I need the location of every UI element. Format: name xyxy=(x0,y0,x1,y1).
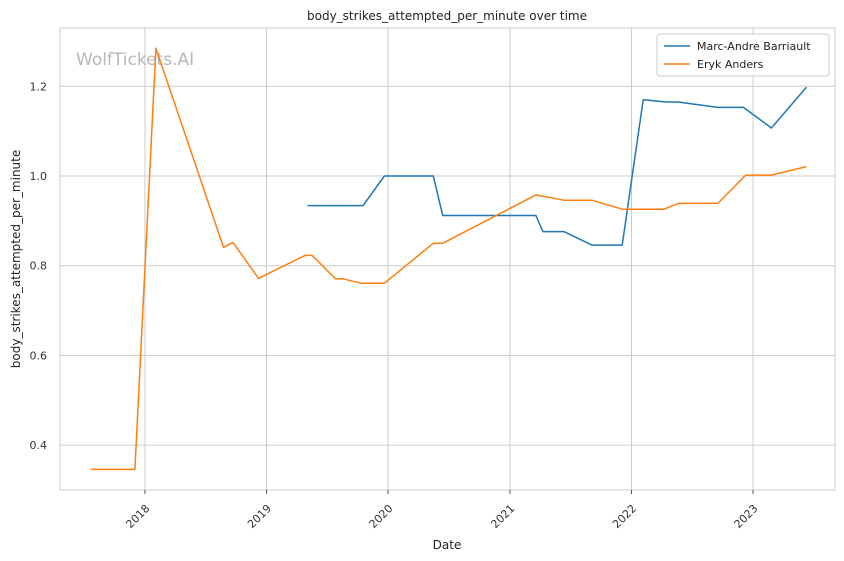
y-tick-label: 0.6 xyxy=(30,349,48,362)
legend-label: Eryk Anders xyxy=(697,58,764,71)
x-tick-label: 2019 xyxy=(245,502,274,531)
grid xyxy=(60,28,835,490)
x-tick-label: 2022 xyxy=(610,502,639,531)
legend: Marc-Andre Barriault Eryk Anders xyxy=(656,33,830,77)
x-tick-label: 2021 xyxy=(488,502,517,531)
x-tick-label: 2020 xyxy=(367,502,396,531)
y-tick-label: 1.2 xyxy=(30,80,48,93)
y-axis-label: body_strikes_attempted_per_minute xyxy=(9,150,23,368)
x-axis-label: Date xyxy=(433,538,462,552)
y-tick-label: 1.0 xyxy=(30,170,48,183)
y-axis-ticks: 0.4 0.6 0.8 1.0 1.2 xyxy=(30,80,48,452)
legend-label: Marc-Andre Barriault xyxy=(697,40,811,53)
y-tick-label: 0.8 xyxy=(30,260,48,273)
plot-frame xyxy=(59,27,836,491)
series-layer xyxy=(90,47,807,471)
x-axis-ticks: 2018 2019 2020 2021 2022 2023 xyxy=(123,490,761,531)
legend-box xyxy=(656,33,830,77)
watermark: WolfTickets.AI xyxy=(76,50,194,70)
plot-area: WolfTickets.AI xyxy=(59,27,836,491)
series-line-1 xyxy=(90,47,807,471)
chart-title: body_strikes_attempted_per_minute over t… xyxy=(307,9,587,23)
series-line-0 xyxy=(307,86,807,246)
y-tick-label: 0.4 xyxy=(30,439,48,452)
x-tick-label: 2023 xyxy=(732,502,761,531)
x-tick-label: 2018 xyxy=(123,502,152,531)
